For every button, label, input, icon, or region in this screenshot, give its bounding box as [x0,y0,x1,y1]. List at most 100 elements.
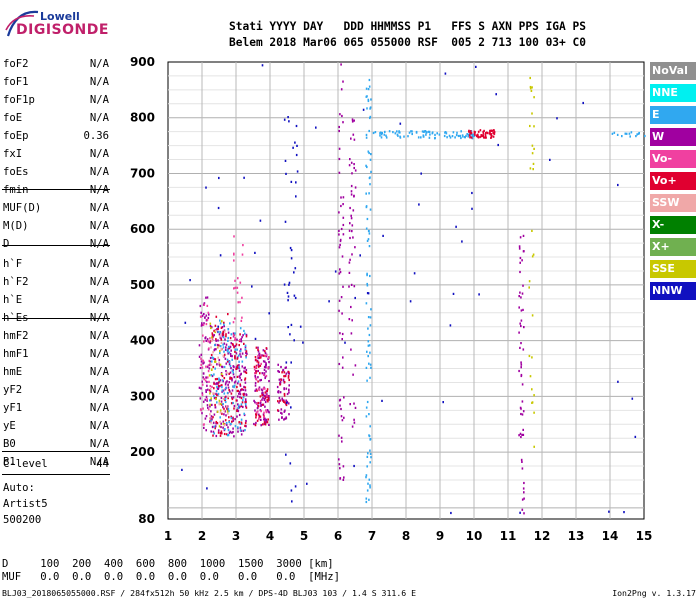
echo-point [519,236,522,239]
echo-point [350,193,353,196]
echo-point [385,136,388,139]
echo-point [227,397,229,400]
echo-point [351,319,353,322]
echo-point [261,372,264,375]
echo-point [209,399,211,402]
echo-point [214,360,217,363]
echo-point [233,404,236,408]
echo-point [266,399,268,402]
echo-point [225,433,228,436]
echo-point [208,374,211,377]
echo-point [286,392,289,396]
echo-point [461,134,464,137]
echo-point [220,341,223,344]
echo-point [354,364,357,367]
echo-point [262,393,265,397]
param-divider [2,245,110,246]
echo-point [218,403,221,406]
echo-point [261,389,264,392]
param-value: N/A [89,294,109,306]
echo-point [199,304,202,308]
echo-point [429,133,431,136]
echo-point [211,360,213,363]
echo-point [209,403,211,406]
echo-point [369,158,372,161]
echo-point [365,136,368,139]
echo-point [522,433,525,436]
echo-point [353,285,356,288]
echo-point [518,369,520,373]
x-tick-label: 7 [368,529,376,543]
echo-point [257,346,259,349]
echo-point [403,135,405,138]
echo-point [288,281,291,284]
echo-point [226,380,228,383]
echo-point [215,348,217,351]
echo-point [224,428,226,431]
echo-point [216,422,219,425]
echo-point [217,325,219,328]
param-label: B1 [3,456,16,468]
echo-point [257,365,260,368]
echo-point [259,415,262,418]
echo-point [396,133,399,136]
echo-point [349,222,351,225]
echo-point [617,380,619,383]
logo-line2: DIGISONDE [16,22,109,38]
echo-point [203,302,206,305]
echo-point [520,361,522,364]
echo-point [396,130,398,133]
param-value: 44 [96,458,109,470]
echo-point [352,236,354,239]
param-label: MUF(D) [3,202,42,214]
x-tick-label: 6 [334,529,342,543]
echo-point [214,403,216,407]
echo-point [278,418,280,421]
echo-point [290,180,293,183]
echo-point [367,150,370,153]
echo-point [353,421,356,424]
param-label: foF1 [3,76,29,88]
echo-point [369,176,371,179]
echo-point [213,382,215,385]
echo-point [342,121,344,124]
echo-point [230,422,232,425]
echo-point [469,130,472,133]
echo-point [210,421,212,424]
echo-point [463,136,466,139]
echo-point [523,512,525,515]
echo-point [233,407,235,410]
echo-point [284,375,287,378]
echo-point [369,425,371,428]
param-row-hme: hmE N/A [2,364,109,380]
echo-point [468,134,471,137]
y-tick-label: 800 [130,111,155,125]
echo-point [242,405,244,409]
echo-point [234,338,236,341]
echo-point [349,236,351,240]
echo-point [239,396,241,399]
echo-point [213,432,215,435]
echo-point [365,227,368,230]
echo-point [232,371,234,374]
echo-point [475,65,477,68]
echo-point [417,136,420,139]
echo-point [198,355,201,358]
echo-point [220,422,222,425]
echo-point [222,389,225,392]
echo-point [283,283,286,286]
echo-point [232,385,234,388]
echo-point [240,405,243,408]
echo-point [218,333,221,336]
echo-point [370,456,372,459]
echo-point [350,217,353,220]
echo-point [234,286,237,289]
echo-point [212,351,214,354]
echo-point [531,255,534,258]
echo-point [257,405,260,408]
echo-point [420,136,422,139]
echo-point [380,133,383,136]
echo-point [531,314,534,317]
echo-point [287,370,290,374]
echo-point [257,348,259,351]
